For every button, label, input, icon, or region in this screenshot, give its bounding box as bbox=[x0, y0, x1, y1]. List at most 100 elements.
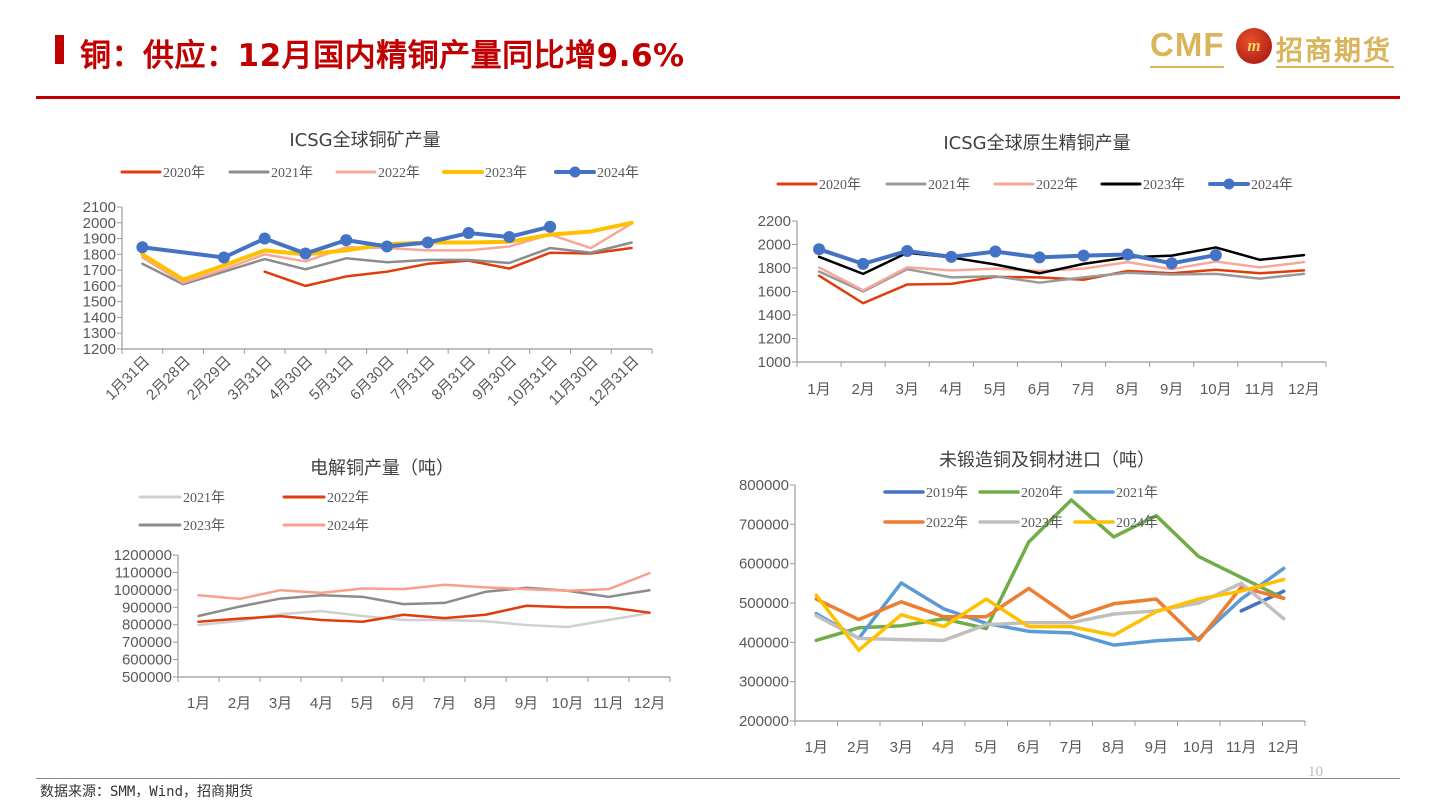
legend-item: 2021年 bbox=[138, 490, 225, 506]
y-tick-label: 700000 bbox=[739, 516, 789, 533]
page-number: 10 bbox=[1308, 764, 1323, 780]
line-series-2020 bbox=[817, 268, 1306, 305]
y-tick-label: 1200 bbox=[758, 331, 791, 348]
x-tick-label: 12月 bbox=[634, 695, 666, 712]
data-point bbox=[1165, 257, 1178, 270]
legend-label: 2021年 bbox=[928, 177, 970, 193]
y-tick-label: 1000 bbox=[758, 354, 791, 371]
title-accent-bar bbox=[55, 35, 64, 64]
x-tick-label: 1月31日 bbox=[102, 353, 153, 404]
x-tick-label: 3月31日 bbox=[225, 353, 276, 404]
x-tick-label: 8月 bbox=[474, 695, 497, 712]
y-tick-label: 1400 bbox=[758, 307, 791, 324]
x-tick-label: 11月 bbox=[1226, 739, 1257, 756]
legend-item: 2020年 bbox=[978, 485, 1063, 501]
legend-label: 2023年 bbox=[183, 518, 225, 534]
x-tick-label: 8月 bbox=[1116, 381, 1139, 398]
x-tick-label: 6月 bbox=[392, 695, 415, 712]
x-tick-label: 4月 bbox=[940, 381, 963, 398]
data-point bbox=[462, 227, 475, 240]
legend-item: 2024年 bbox=[1073, 515, 1158, 531]
legend-item: 2024年 bbox=[1208, 177, 1293, 193]
x-tick-label: 10月 bbox=[1183, 739, 1215, 756]
data-point bbox=[217, 251, 230, 264]
x-tick-label: 8月31日 bbox=[428, 353, 479, 404]
x-tick-label: 7月31日 bbox=[388, 353, 439, 404]
x-tick-label: 2月 bbox=[847, 739, 870, 756]
x-tick-label: 9月 bbox=[1160, 381, 1183, 398]
y-tick-label: 500000 bbox=[739, 595, 789, 612]
y-tick-label: 2100 bbox=[83, 199, 116, 216]
legend-label: 2020年 bbox=[819, 177, 861, 193]
x-tick-label: 7月 bbox=[1060, 739, 1083, 756]
x-tick-label: 4月30日 bbox=[265, 353, 316, 404]
x-tick-label: 2月 bbox=[228, 695, 251, 712]
x-tick-label: 8月 bbox=[1102, 739, 1125, 756]
line-series-2020 bbox=[263, 246, 633, 288]
data-point bbox=[1033, 251, 1046, 264]
legend-item: 2021年 bbox=[228, 165, 313, 181]
logo-chinese: 招商期货 bbox=[1276, 36, 1392, 67]
y-tick-label: 500000 bbox=[122, 669, 172, 686]
legend-item: 2022年 bbox=[993, 177, 1078, 193]
y-tick-label: 800000 bbox=[122, 617, 172, 634]
x-tick-label: 4月 bbox=[932, 739, 955, 756]
company-logo: CMF m 招商期货 bbox=[1150, 26, 1395, 70]
header-divider bbox=[36, 96, 1400, 99]
data-point bbox=[381, 240, 393, 253]
legend-label: 2022年 bbox=[327, 490, 369, 506]
x-tick-label: 5月31日 bbox=[306, 353, 357, 404]
y-tick-label: 2200 bbox=[758, 213, 791, 230]
legend-label: 2024年 bbox=[1251, 177, 1293, 193]
y-tick-label: 2000 bbox=[758, 237, 791, 254]
legend-label: 2020年 bbox=[1021, 485, 1063, 501]
y-tick-label: 1200 bbox=[83, 341, 116, 358]
legend-item: 2019年 bbox=[883, 485, 968, 501]
data-point bbox=[1209, 249, 1222, 262]
y-tick-label: 900000 bbox=[122, 599, 172, 616]
y-tick-label: 1400 bbox=[83, 309, 116, 326]
chart-imports: 200000 300000 400000 500000 600000 700000 8000… bbox=[739, 477, 1306, 756]
y-tick-label: 1900 bbox=[83, 231, 116, 248]
footer-divider bbox=[36, 778, 1400, 779]
data-point bbox=[340, 234, 353, 247]
line-series-2023 bbox=[817, 246, 1306, 276]
legend-item: 2022年 bbox=[883, 515, 968, 531]
legend-label: 2021年 bbox=[1116, 485, 1158, 501]
legend-item: 2022年 bbox=[282, 490, 369, 506]
x-tick-label: 11月 bbox=[1245, 381, 1276, 398]
y-tick-label: 600000 bbox=[739, 556, 789, 573]
y-tick-label: 1100000 bbox=[115, 564, 172, 581]
page-title: 铜：供应：12月国内精铜产量同比增9.6% bbox=[80, 38, 685, 74]
line-series-2024 bbox=[814, 577, 1286, 652]
legend-label: 2023年 bbox=[1143, 177, 1185, 193]
legend-label: 2020年 bbox=[163, 165, 205, 181]
data-point bbox=[1121, 248, 1134, 261]
x-tick-label: 3月 bbox=[269, 695, 292, 712]
x-tick-label: 6月 bbox=[1017, 739, 1040, 756]
chart-title-electrolytic: 电解铜产量（吨） bbox=[310, 458, 454, 479]
legend-item: 2023年 bbox=[978, 515, 1063, 531]
legend-label: 2023年 bbox=[1021, 515, 1063, 531]
data-point bbox=[857, 257, 870, 270]
legend-label: 2021年 bbox=[271, 165, 313, 181]
line-series-2024 bbox=[197, 571, 651, 601]
chart-title-mine: ICSG全球铜矿产量 bbox=[289, 130, 441, 151]
x-tick-label: 5月 bbox=[984, 381, 1007, 398]
line-series-2022 bbox=[197, 604, 651, 624]
line-series-2021 bbox=[197, 609, 651, 629]
chart-mine: 1200130014001500160017001800190020002100… bbox=[83, 165, 653, 410]
y-tick-label: 1600 bbox=[83, 278, 116, 295]
legend-label: 2019年 bbox=[926, 485, 968, 501]
data-point bbox=[945, 250, 958, 263]
x-tick-label: 7月 bbox=[433, 695, 456, 712]
y-tick-label: 1200000 bbox=[114, 547, 172, 564]
legend-item: 2020年 bbox=[120, 165, 205, 181]
x-tick-label: 1月 bbox=[807, 381, 830, 398]
y-tick-label: 1700 bbox=[83, 262, 116, 279]
line-series-2022 bbox=[814, 585, 1286, 643]
line-series-2023 bbox=[814, 581, 1286, 643]
legend-label: 2024年 bbox=[327, 518, 369, 534]
legend-item: 2023年 bbox=[1100, 177, 1185, 193]
